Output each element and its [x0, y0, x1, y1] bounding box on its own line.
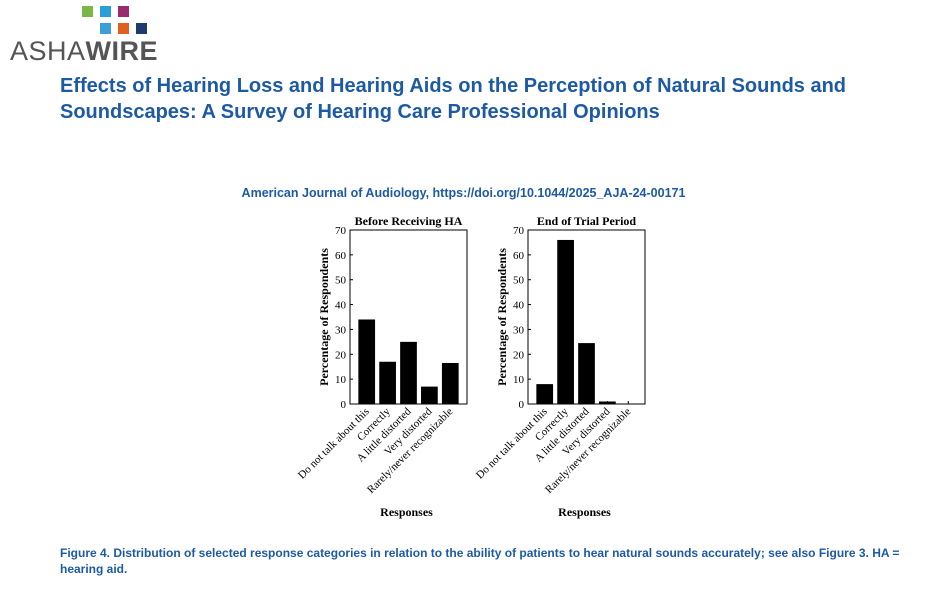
x-axis-label: Responses	[558, 505, 611, 519]
logo-square	[82, 6, 93, 17]
logo-square	[100, 23, 111, 34]
bar	[578, 343, 595, 404]
logo-square	[118, 6, 129, 17]
journal-citation: American Journal of Audiology, https://d…	[241, 186, 686, 200]
x-tick-label: Do not talk about this	[296, 406, 372, 482]
x-axis-label: Responses	[380, 505, 433, 519]
y-tick-label: 0	[519, 399, 525, 411]
logo-squares	[82, 6, 162, 36]
logo-text-bold: WIRE	[85, 36, 159, 66]
bar	[441, 362, 459, 404]
ashawire-logo[interactable]: ASHAWIRE	[10, 6, 162, 67]
y-tick-label: 50	[513, 275, 525, 287]
y-tick-label: 10	[513, 374, 525, 386]
y-axis-label: Percentage of Respondents	[495, 248, 509, 386]
bar	[400, 341, 417, 404]
y-tick-label: 50	[335, 275, 347, 287]
bar	[536, 384, 554, 404]
y-tick-label: 60	[335, 250, 347, 262]
y-tick-label: 70	[513, 225, 525, 237]
logo-square	[100, 6, 111, 17]
bar	[557, 239, 574, 404]
bar	[421, 386, 438, 404]
x-tick-label: Do not talk about this	[474, 406, 550, 482]
y-tick-label: 70	[335, 225, 347, 237]
figure-caption: Figure 4. Distribution of selected respo…	[60, 546, 900, 576]
y-tick-label: 20	[513, 349, 525, 361]
y-tick-label: 60	[513, 250, 525, 262]
chart-title: Before Receiving HA	[355, 214, 463, 228]
y-tick-label: 40	[335, 300, 347, 312]
bar	[379, 361, 396, 404]
chart-title: End of Trial Period	[537, 214, 637, 228]
logo-wordmark: ASHAWIRE	[10, 36, 158, 67]
y-tick-label: 30	[513, 324, 525, 336]
logo-text-regular: ASHA	[10, 36, 86, 66]
article-title: Effects of Hearing Loss and Hearing Aids…	[60, 75, 847, 123]
y-tick-label: 40	[513, 300, 525, 312]
bar	[358, 319, 376, 404]
logo-square	[136, 23, 147, 34]
y-tick-label: 30	[335, 324, 347, 336]
y-tick-label: 0	[341, 399, 347, 411]
y-tick-label: 10	[335, 374, 347, 386]
y-axis-label: Percentage of Respondents	[317, 248, 331, 386]
logo-square	[118, 23, 129, 34]
y-tick-label: 20	[335, 349, 347, 361]
